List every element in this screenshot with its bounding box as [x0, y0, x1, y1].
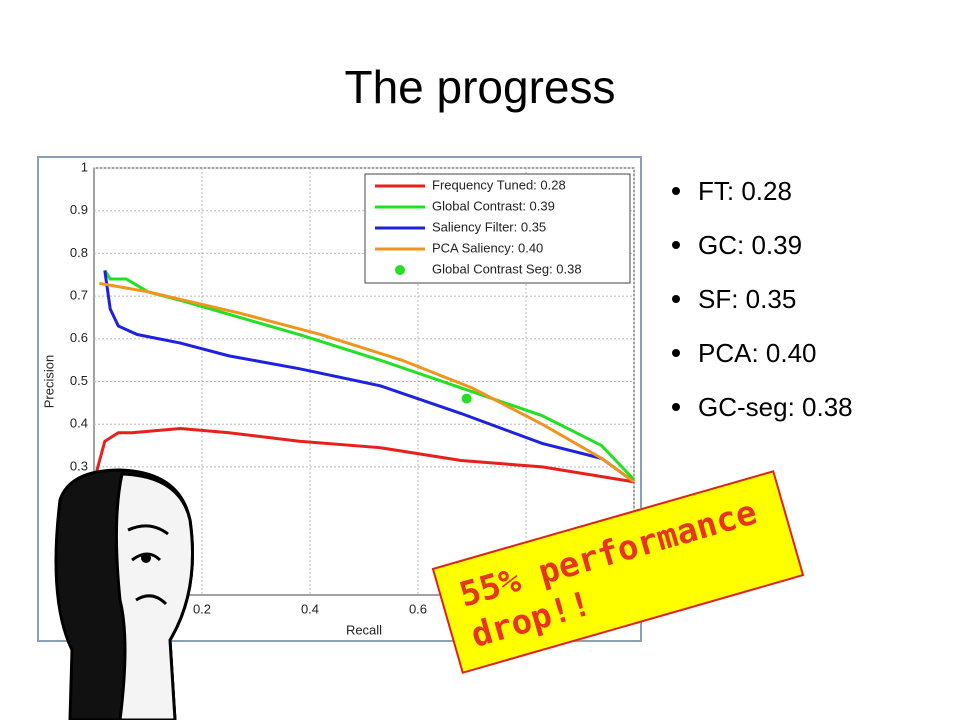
- legend-swatch: [395, 265, 405, 275]
- x-tick-label: 0.4: [301, 601, 319, 616]
- x-tick-label: 0.2: [193, 601, 211, 616]
- legend-label: Frequency Tuned: 0.28: [432, 177, 566, 192]
- bullet: SF: 0.35: [672, 284, 853, 338]
- bullet-list: FT: 0.28 GC: 0.39 SF: 0.35 PCA: 0.40 GC-seg:…: [672, 176, 853, 446]
- point: [461, 393, 472, 404]
- series-line: [99, 281, 635, 484]
- y-tick-label: 0.5: [70, 373, 88, 388]
- y-tick-label: 0.7: [70, 288, 88, 303]
- bullet: FT: 0.28: [672, 176, 853, 230]
- legend-label: Saliency Filter: 0.35: [432, 219, 546, 234]
- y-tick-label: 0.6: [70, 330, 88, 345]
- y-axis-label: Precision: [41, 355, 56, 408]
- legend-label: PCA Saliency: 0.40: [432, 240, 543, 255]
- y-tick-label: 1: [81, 159, 88, 174]
- legend-label: Global Contrast: 0.39: [432, 198, 555, 213]
- bullet: GC-seg: 0.38: [672, 392, 853, 446]
- y-tick-label: 0.3: [70, 458, 88, 473]
- x-tick-label: 0.6: [409, 601, 427, 616]
- bullet: PCA: 0.40: [672, 338, 853, 392]
- slide-title: The progress: [344, 61, 616, 113]
- legend-label: Global Contrast Seg: 0.38: [432, 261, 582, 276]
- y-tick-label: 0.9: [70, 202, 88, 217]
- series-line: [95, 426, 635, 484]
- x-axis-label: Recall: [346, 622, 382, 637]
- series-line: [103, 270, 635, 484]
- series-line: [103, 269, 636, 481]
- y-tick-label: 0.8: [70, 245, 88, 260]
- bullet: GC: 0.39: [672, 230, 853, 284]
- y-tick-label: 0.4: [70, 416, 88, 431]
